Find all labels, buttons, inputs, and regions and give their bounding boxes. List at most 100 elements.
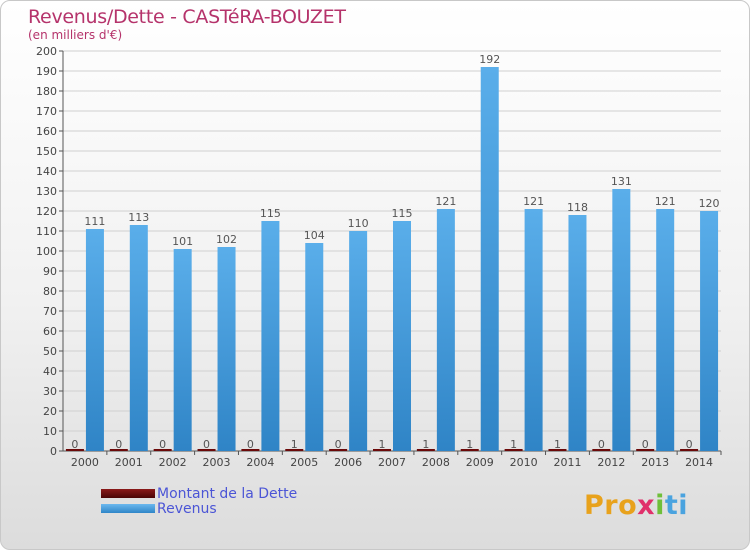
data-label-revenus: 102 bbox=[216, 233, 237, 246]
data-label-dette: 0 bbox=[686, 438, 693, 451]
x-tick-label: 2002 bbox=[159, 456, 187, 469]
bar-dette bbox=[636, 449, 655, 451]
data-label-revenus: 121 bbox=[523, 195, 544, 208]
data-label-dette: 0 bbox=[642, 438, 649, 451]
bar-dette bbox=[197, 449, 216, 451]
x-tick-label: 2014 bbox=[685, 456, 713, 469]
data-label-revenus: 118 bbox=[567, 201, 588, 214]
chart-title: Revenus/Dette - CASTéRA-BOUZET bbox=[28, 6, 346, 28]
data-label-revenus: 192 bbox=[479, 53, 500, 66]
y-tick-label: 30 bbox=[43, 385, 57, 398]
bar-revenus bbox=[129, 225, 148, 451]
bar-dette bbox=[329, 449, 348, 451]
data-label-dette: 1 bbox=[379, 438, 386, 451]
data-label-dette: 0 bbox=[247, 438, 254, 451]
data-label-dette: 0 bbox=[203, 438, 210, 451]
x-tick-label: 2001 bbox=[115, 456, 143, 469]
y-tick-label: 60 bbox=[43, 325, 57, 338]
y-tick-label: 160 bbox=[36, 125, 57, 138]
x-tick-label: 2008 bbox=[422, 456, 450, 469]
bar-revenus bbox=[305, 243, 324, 451]
x-tick-label: 2012 bbox=[597, 456, 625, 469]
x-tick-label: 2006 bbox=[334, 456, 362, 469]
legend-swatch-dette bbox=[101, 489, 155, 498]
bar-revenus bbox=[436, 209, 455, 451]
data-label-dette: 1 bbox=[422, 438, 429, 451]
bar-revenus bbox=[173, 249, 192, 451]
legend-label-dette: Montant de la Dette bbox=[157, 486, 298, 502]
y-tick-label: 150 bbox=[36, 145, 57, 158]
y-tick-label: 20 bbox=[43, 405, 57, 418]
y-tick-label: 200 bbox=[36, 45, 57, 58]
x-tick-label: 2000 bbox=[71, 456, 99, 469]
y-tick-label: 0 bbox=[50, 445, 57, 458]
y-tick-label: 130 bbox=[36, 185, 57, 198]
bar-dette bbox=[504, 449, 523, 451]
bar-revenus bbox=[700, 211, 719, 451]
x-tick-label: 2004 bbox=[246, 456, 274, 469]
x-tick-label: 2010 bbox=[510, 456, 538, 469]
data-label-dette: 1 bbox=[554, 438, 561, 451]
y-tick-label: 120 bbox=[36, 205, 57, 218]
x-tick-label: 2003 bbox=[203, 456, 231, 469]
legend-label-revenus: Revenus bbox=[157, 501, 217, 517]
y-tick-label: 140 bbox=[36, 165, 57, 178]
bar-dette bbox=[548, 449, 567, 451]
proxiti-logo: Proxiti bbox=[584, 490, 689, 521]
bar-revenus bbox=[393, 221, 411, 451]
data-label-dette: 0 bbox=[598, 438, 605, 451]
chart-subtitle: (en milliers d'€) bbox=[28, 28, 123, 42]
bar-revenus bbox=[261, 221, 280, 451]
legend-swatch-revenus bbox=[101, 504, 155, 513]
bar-dette bbox=[285, 449, 304, 451]
y-tick-label: 50 bbox=[43, 345, 57, 358]
bar-dette bbox=[680, 449, 699, 451]
data-label-revenus: 121 bbox=[655, 195, 676, 208]
bar-dette bbox=[416, 449, 435, 451]
data-label-revenus: 120 bbox=[699, 197, 720, 210]
data-label-dette: 0 bbox=[115, 438, 122, 451]
x-tick-label: 2005 bbox=[290, 456, 318, 469]
x-tick-label: 2011 bbox=[553, 456, 581, 469]
y-tick-label: 110 bbox=[36, 225, 57, 238]
bar-revenus bbox=[612, 189, 631, 451]
y-tick-label: 70 bbox=[43, 305, 57, 318]
data-label-dette: 1 bbox=[466, 438, 473, 451]
y-tick-label: 190 bbox=[36, 65, 57, 78]
data-label-revenus: 113 bbox=[128, 211, 149, 224]
data-label-revenus: 101 bbox=[172, 235, 193, 248]
y-tick-label: 40 bbox=[43, 365, 57, 378]
bar-revenus bbox=[349, 231, 368, 451]
bar-revenus bbox=[217, 247, 236, 451]
bar-revenus bbox=[480, 67, 499, 451]
data-label-dette: 1 bbox=[510, 438, 517, 451]
data-label-revenus: 121 bbox=[435, 195, 456, 208]
bar-dette bbox=[65, 449, 84, 451]
bar-dette bbox=[109, 449, 128, 451]
bar-revenus bbox=[85, 229, 104, 451]
bar-revenus bbox=[524, 209, 543, 451]
data-label-dette: 0 bbox=[335, 438, 342, 451]
x-tick-label: 2013 bbox=[641, 456, 669, 469]
y-tick-label: 180 bbox=[36, 85, 57, 98]
data-label-revenus: 104 bbox=[304, 229, 325, 242]
x-tick-label: 2007 bbox=[378, 456, 406, 469]
bar-dette bbox=[373, 449, 391, 451]
y-tick-label: 170 bbox=[36, 105, 57, 118]
data-label-revenus: 111 bbox=[84, 215, 105, 228]
bar-revenus bbox=[656, 209, 675, 451]
x-tick-label: 2009 bbox=[466, 456, 494, 469]
bar-dette bbox=[592, 449, 611, 451]
y-tick-label: 10 bbox=[43, 425, 57, 438]
y-tick-label: 80 bbox=[43, 285, 57, 298]
data-label-revenus: 110 bbox=[348, 217, 369, 230]
data-label-revenus: 131 bbox=[611, 175, 632, 188]
bar-revenus bbox=[568, 215, 587, 451]
bar-dette bbox=[241, 449, 260, 451]
data-label-dette: 1 bbox=[291, 438, 298, 451]
y-tick-label: 90 bbox=[43, 265, 57, 278]
data-label-dette: 0 bbox=[159, 438, 166, 451]
bar-dette bbox=[460, 449, 479, 451]
